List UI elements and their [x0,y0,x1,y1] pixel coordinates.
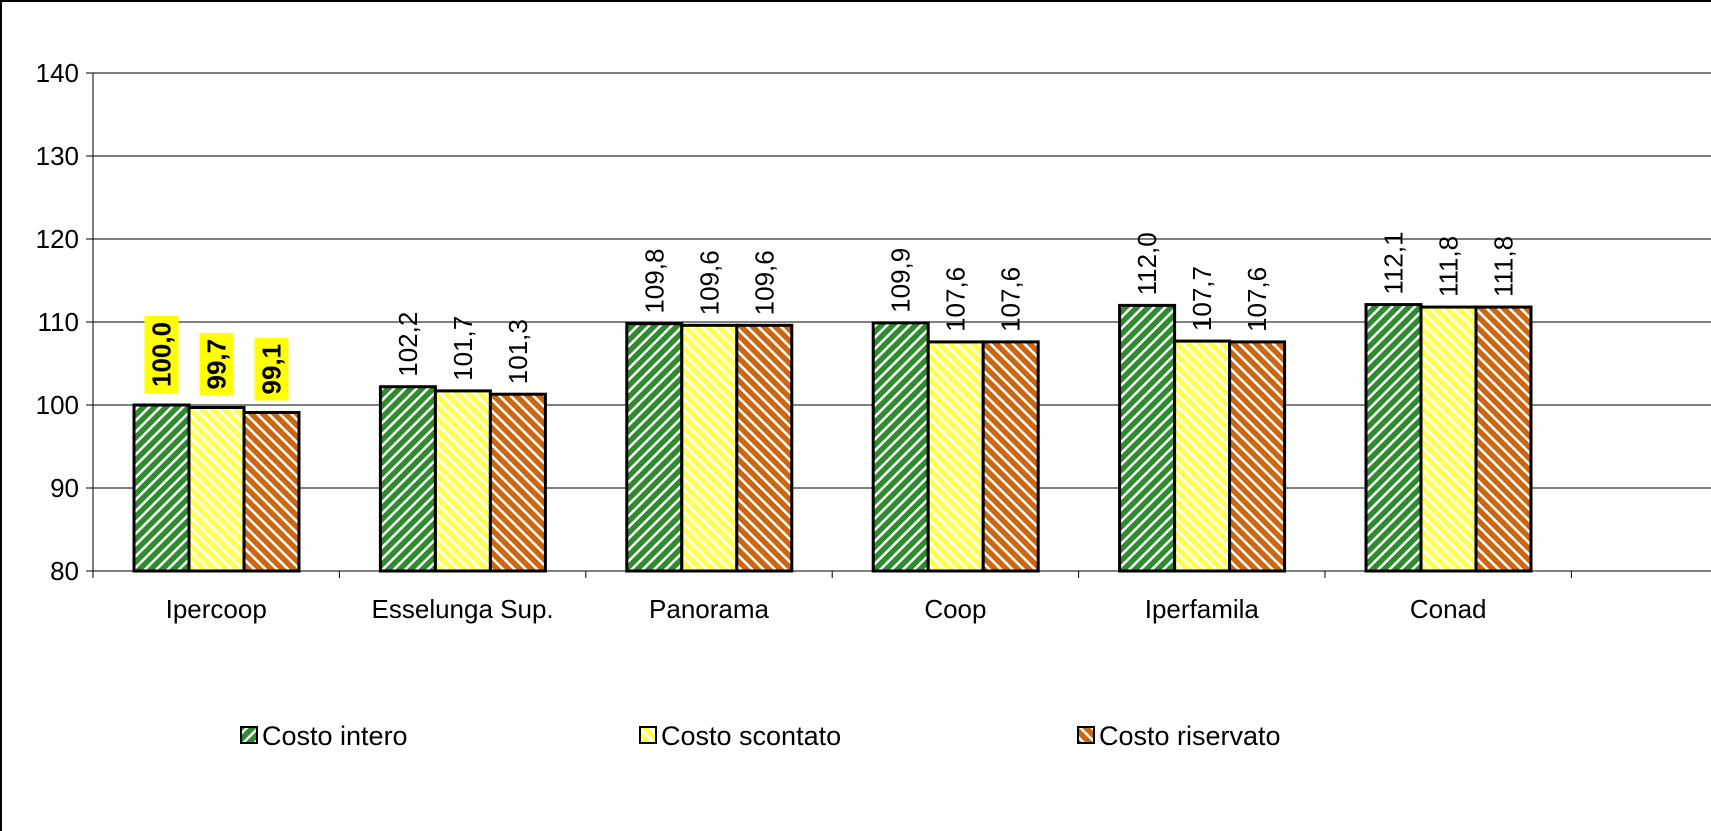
bar [926,340,985,573]
bar [378,385,437,573]
bar [1364,303,1423,573]
legend-swatch [639,726,657,744]
bar [1474,305,1533,573]
x-tick-label: Conad [1410,594,1487,624]
value-label: 109,6 [749,250,779,315]
value-label: 112,1 [1379,231,1409,294]
x-tick-label: Panorama [649,594,769,624]
value-label: 111,8 [1489,236,1519,297]
value-label-highlight [199,332,234,396]
value-label: 107,7 [1187,266,1217,331]
bar [1419,305,1478,573]
value-label: 101,7 [448,316,478,381]
y-tick-label: 130 [36,141,79,171]
legend-label: Costo intero [262,721,408,751]
value-label-highlight [144,315,179,393]
bar [132,403,191,573]
y-tick-label: 140 [36,58,79,88]
value-label: 112,0 [1132,232,1162,295]
bar [242,410,301,573]
legend-swatch [240,726,258,744]
legend-label: Costo scontato [661,721,841,751]
x-tick-label: Coop [924,594,986,624]
x-tick-label: Iperfamila [1145,594,1260,624]
bar [981,340,1040,573]
bar [187,405,246,573]
value-label: 107,6 [996,267,1026,332]
bar [871,321,930,573]
bar [680,323,739,573]
x-tick-label: Esselunga Sup. [372,594,554,624]
bar [1173,339,1232,573]
value-label-highlight [254,337,289,401]
bar [735,323,794,573]
y-tick-label: 100 [36,390,79,420]
value-label: 107,6 [1242,267,1272,332]
value-label: 109,6 [694,250,724,315]
legend-swatch [1077,726,1095,744]
value-label: 100,0 [147,322,177,387]
value-label: 102,2 [393,312,423,377]
legend-label: Costo riservato [1099,721,1281,751]
value-label: 109,8 [639,249,669,314]
y-tick-label: 120 [36,224,79,254]
bar [625,322,684,573]
y-tick-label: 110 [38,307,79,337]
value-label: 109,9 [886,248,916,313]
y-tick-label: 90 [50,473,79,503]
value-label: 99,1 [257,344,287,395]
value-label: 107,6 [941,267,971,332]
bar [1118,303,1177,573]
bar [1228,340,1287,573]
y-tick-label: 80 [50,556,79,586]
bar [488,392,547,573]
value-label: 99,7 [202,339,232,390]
value-label: 101,3 [503,319,533,384]
value-label: 111,8 [1434,236,1464,297]
x-tick-label: Ipercoop [166,594,267,624]
bar [433,389,492,573]
